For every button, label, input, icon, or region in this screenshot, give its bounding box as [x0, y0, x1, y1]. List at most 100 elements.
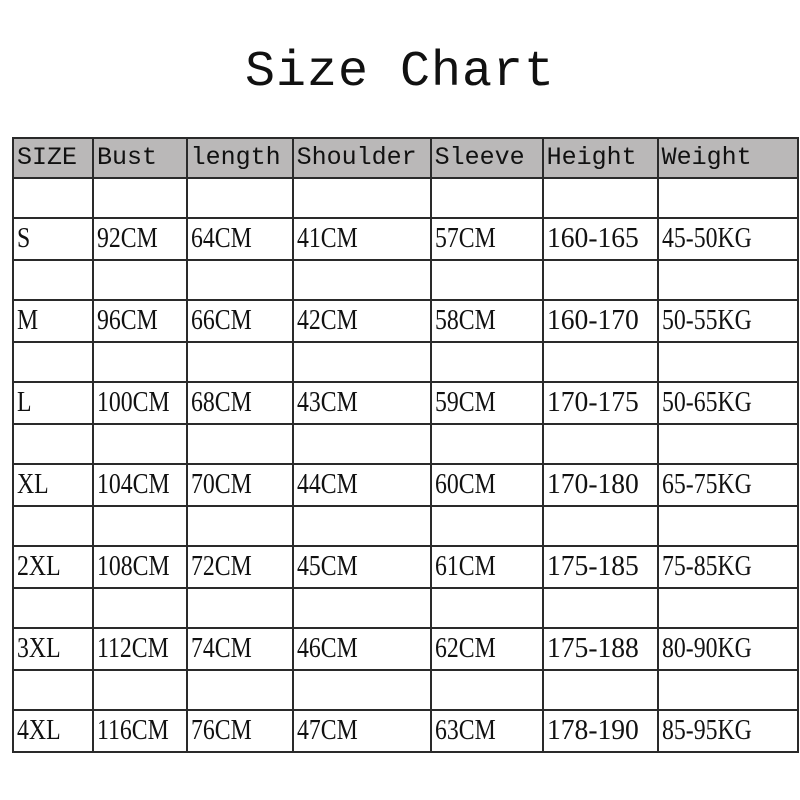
cell-sleeve: 63CM — [429, 709, 544, 753]
empty-cell — [656, 587, 799, 629]
cell-value: 68CM — [190, 386, 252, 418]
cell-weight: 50-65KG — [656, 381, 799, 425]
cell-value: 170-180 — [546, 468, 639, 500]
empty-cell — [291, 669, 432, 711]
empty-cell — [291, 259, 432, 301]
cell-value: 160-170 — [546, 304, 639, 336]
cell-value: 3XL — [17, 632, 61, 664]
cell-value: L — [17, 386, 32, 418]
column-header-length: length — [185, 137, 294, 179]
empty-cell — [656, 341, 799, 383]
empty-cell — [92, 423, 188, 465]
empty-cell — [429, 177, 544, 219]
empty-cell — [12, 587, 94, 629]
cell-value: 63CM — [434, 714, 496, 746]
table-row: L 100CM 68CM 43CM 59CM 170-175 50-65KG — [12, 381, 799, 425]
cell-bust: 92CM — [92, 217, 188, 261]
empty-cell — [92, 505, 188, 547]
cell-height: 178-190 — [541, 709, 659, 753]
cell-value: 4XL — [17, 714, 61, 746]
cell-value: XL — [17, 468, 49, 500]
empty-cell — [541, 423, 659, 465]
empty-cell — [291, 177, 432, 219]
cell-sleeve: 60CM — [429, 463, 544, 507]
spacer-row — [12, 177, 799, 219]
empty-cell — [429, 259, 544, 301]
cell-value: 50-65KG — [661, 386, 752, 418]
empty-cell — [12, 423, 94, 465]
cell-value: 74CM — [190, 632, 252, 664]
table-row: M 96CM 66CM 42CM 58CM 160-170 50-55KG — [12, 299, 799, 343]
cell-value: 47CM — [296, 714, 358, 746]
empty-cell — [656, 423, 799, 465]
cell-value: 65-75KG — [661, 468, 752, 500]
cell-shoulder: 43CM — [291, 381, 432, 425]
cell-value: 43CM — [296, 386, 358, 418]
table-row: 4XL 116CM 76CM 47CM 63CM 178-190 85-95KG — [12, 709, 799, 753]
cell-value: 178-190 — [546, 714, 639, 746]
cell-bust: 104CM — [92, 463, 188, 507]
empty-cell — [541, 669, 659, 711]
column-header-sleeve: Sleeve — [429, 137, 544, 179]
cell-height: 170-180 — [541, 463, 659, 507]
empty-cell — [92, 177, 188, 219]
cell-shoulder: 47CM — [291, 709, 432, 753]
column-header-weight: Weight — [656, 137, 799, 179]
cell-height: 175-185 — [541, 545, 659, 589]
empty-cell — [429, 505, 544, 547]
cell-height: 170-175 — [541, 381, 659, 425]
cell-value: 50-55KG — [661, 304, 752, 336]
cell-length: 68CM — [185, 381, 294, 425]
table-row: 2XL 108CM 72CM 45CM 61CM 175-185 75-85KG — [12, 545, 799, 589]
cell-value: 2XL — [17, 550, 61, 582]
size-chart-table: SIZE Bust length Shoulder Sleeve Height Weight… — [12, 137, 799, 753]
cell-value: 66CM — [190, 304, 252, 336]
empty-cell — [12, 505, 94, 547]
cell-value: 45CM — [296, 550, 358, 582]
cell-sleeve: 62CM — [429, 627, 544, 671]
cell-value: 80-90KG — [661, 632, 752, 664]
cell-shoulder: 45CM — [291, 545, 432, 589]
cell-length: 64CM — [185, 217, 294, 261]
cell-value: 175-185 — [546, 550, 639, 582]
column-header-bust: Bust — [92, 137, 188, 179]
empty-cell — [12, 177, 94, 219]
cell-length: 76CM — [185, 709, 294, 753]
empty-cell — [92, 341, 188, 383]
empty-cell — [541, 341, 659, 383]
spacer-row — [12, 423, 799, 465]
cell-size: XL — [12, 463, 94, 507]
cell-value: 76CM — [190, 714, 252, 746]
cell-length: 70CM — [185, 463, 294, 507]
cell-value: 75-85KG — [661, 550, 752, 582]
cell-shoulder: 42CM — [291, 299, 432, 343]
cell-bust: 100CM — [92, 381, 188, 425]
cell-height: 160-165 — [541, 217, 659, 261]
column-header-size: SIZE — [12, 137, 94, 179]
cell-value: 57CM — [434, 222, 496, 254]
empty-cell — [185, 259, 294, 301]
cell-size: 2XL — [12, 545, 94, 589]
cell-value: 70CM — [190, 468, 252, 500]
cell-value: 64CM — [190, 222, 252, 254]
cell-height: 175-188 — [541, 627, 659, 671]
cell-value: 44CM — [296, 468, 358, 500]
cell-bust: 108CM — [92, 545, 188, 589]
cell-value: 42CM — [296, 304, 358, 336]
spacer-row — [12, 341, 799, 383]
empty-cell — [656, 177, 799, 219]
cell-value: 108CM — [97, 550, 170, 582]
cell-weight: 80-90KG — [656, 627, 799, 671]
cell-value: 175-188 — [546, 632, 639, 664]
empty-cell — [541, 505, 659, 547]
cell-value: 60CM — [434, 468, 496, 500]
cell-value: 160-165 — [546, 222, 639, 254]
empty-cell — [656, 259, 799, 301]
table-row: XL 104CM 70CM 44CM 60CM 170-180 65-75KG — [12, 463, 799, 507]
cell-sleeve: 58CM — [429, 299, 544, 343]
cell-value: 41CM — [296, 222, 358, 254]
cell-value: 92CM — [97, 222, 158, 254]
column-header-height: Height — [541, 137, 659, 179]
cell-value: 100CM — [97, 386, 170, 418]
cell-sleeve: 57CM — [429, 217, 544, 261]
